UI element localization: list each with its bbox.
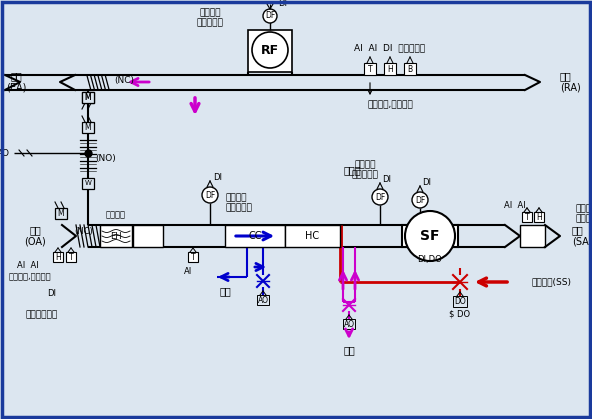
Bar — [53, 252, 63, 262]
Circle shape — [372, 189, 388, 205]
Text: 혼합공기온도: 혼합공기온도 — [26, 310, 58, 320]
Text: (NC): (NC) — [75, 227, 94, 235]
Text: 습도센서: 습도센서 — [575, 215, 592, 223]
Bar — [285, 225, 340, 247]
Text: T: T — [368, 65, 372, 73]
Text: H: H — [55, 253, 61, 261]
Text: EH: EH — [110, 232, 122, 241]
Text: H: H — [536, 212, 542, 222]
Text: $ DO: $ DO — [449, 310, 471, 318]
Text: 급기온도센서: 급기온도센서 — [575, 204, 592, 214]
Text: 필터차압
검출스위치: 필터차압 검출스위치 — [225, 193, 252, 213]
Text: DF: DF — [205, 191, 215, 199]
Text: RF: RF — [261, 44, 279, 57]
Text: 환기온도,습도센서: 환기온도,습도센서 — [367, 101, 413, 109]
Text: H: H — [387, 65, 393, 73]
Bar — [520, 225, 545, 247]
Bar — [384, 63, 396, 75]
Bar — [188, 252, 198, 262]
Text: DI: DI — [278, 0, 287, 8]
Text: DI: DI — [47, 289, 56, 297]
Text: DI: DI — [422, 178, 431, 186]
Bar — [82, 122, 94, 133]
Text: (NC): (NC) — [114, 75, 134, 85]
Text: T: T — [191, 253, 195, 261]
Bar — [404, 63, 416, 75]
Text: 가습기: 가습기 — [343, 165, 361, 175]
Text: 전기히터: 전기히터 — [106, 210, 126, 220]
Text: 스팀공급(SS): 스팀공급(SS) — [532, 277, 572, 287]
Text: M: M — [85, 93, 91, 101]
Text: DI: DI — [213, 173, 222, 181]
Bar — [82, 92, 94, 103]
Text: M: M — [85, 93, 91, 101]
Text: M: M — [85, 122, 91, 132]
Bar — [225, 225, 285, 247]
Bar — [82, 178, 94, 189]
Text: M: M — [57, 209, 65, 217]
Bar — [100, 225, 132, 247]
Text: DF: DF — [265, 11, 275, 21]
Text: AO: AO — [343, 320, 355, 328]
Text: (NO): (NO) — [96, 153, 117, 163]
Text: AI  AI: AI AI — [504, 201, 526, 210]
Text: W: W — [85, 180, 91, 186]
Text: AI  AI  DI  연기감지기: AI AI DI 연기감지기 — [355, 44, 426, 52]
Text: 공기흐름
검출스위치: 공기흐름 검출스위치 — [197, 8, 223, 28]
Text: 온수: 온수 — [343, 345, 355, 355]
Bar — [402, 225, 458, 247]
Text: DF: DF — [375, 192, 385, 202]
Text: DO: DO — [454, 297, 466, 305]
Text: 급기
(SA): 급기 (SA) — [572, 225, 592, 247]
Bar — [257, 295, 269, 305]
Text: DI,DO: DI,DO — [417, 254, 442, 264]
Text: SF: SF — [420, 229, 440, 243]
Text: HC: HC — [305, 231, 319, 241]
Text: AI: AI — [184, 266, 192, 276]
Text: 공기흐름
검출스위치: 공기흐름 검출스위치 — [352, 160, 378, 180]
Circle shape — [202, 187, 218, 203]
Bar — [343, 319, 355, 329]
Bar — [248, 30, 292, 72]
Circle shape — [252, 32, 288, 68]
Text: DF: DF — [415, 196, 425, 204]
Bar — [364, 63, 376, 75]
Text: CC: CC — [248, 231, 262, 241]
Bar — [534, 212, 544, 222]
Circle shape — [412, 192, 428, 208]
Bar — [133, 225, 163, 247]
Text: T: T — [69, 253, 73, 261]
Circle shape — [405, 211, 455, 261]
Bar — [522, 212, 532, 222]
Text: 환기
(RA): 환기 (RA) — [560, 71, 581, 93]
Text: B: B — [407, 65, 413, 73]
Bar — [55, 208, 67, 219]
Circle shape — [263, 9, 277, 23]
Bar — [453, 296, 467, 307]
Text: 외기습도,온도센서: 외기습도,온도센서 — [9, 272, 52, 282]
Text: AO: AO — [258, 295, 269, 305]
Text: 외기
(OA): 외기 (OA) — [24, 225, 46, 247]
Text: DI: DI — [382, 174, 391, 184]
Bar — [66, 252, 76, 262]
Text: 냉수: 냉수 — [219, 286, 231, 296]
Text: AO: AO — [0, 148, 10, 158]
Text: 배기
(EA): 배기 (EA) — [6, 71, 26, 93]
Text: T: T — [525, 212, 529, 222]
Bar — [82, 92, 94, 103]
Text: AI  AI: AI AI — [17, 261, 39, 269]
